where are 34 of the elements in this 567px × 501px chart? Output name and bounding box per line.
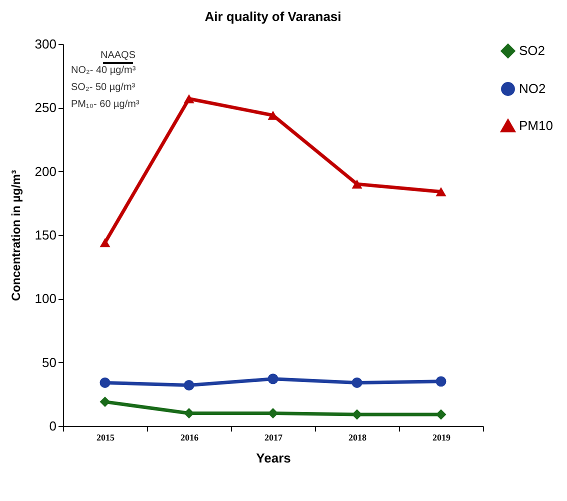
legend-label: NO2 [519, 81, 546, 96]
point [100, 238, 110, 248]
y-tick-label: 300 [34, 36, 56, 52]
point [352, 377, 362, 388]
y-tick-label: 150 [34, 228, 56, 242]
y-tick-label: 50 [42, 354, 56, 370]
annotation: SO₂- 50 µg/m³ [71, 82, 136, 93]
y-tick-label: 100 [34, 291, 56, 306]
y-tick-label: 250 [34, 100, 56, 116]
x-tick-label: 2019 [432, 432, 451, 442]
legend-label: PM10 [519, 118, 553, 133]
point [352, 180, 362, 189]
annotation: PM₁₀- 60 µg/m³ [71, 99, 140, 110]
point [352, 409, 362, 420]
annotation: NO₂- 40 µg/m³ [71, 65, 136, 76]
point [184, 94, 194, 104]
x-axis-title: Years [256, 450, 291, 466]
point [436, 376, 446, 387]
x-tick-label: 2017 [264, 432, 283, 442]
annotation: NAAQS [100, 50, 136, 61]
y-tick-label: 0 [49, 418, 56, 434]
y-tick-label: 200 [34, 164, 56, 179]
x-tick-label: 2016 [180, 432, 199, 442]
y-axis-title: Concentration in µg/m³ [8, 170, 23, 301]
point [268, 374, 278, 384]
point [436, 409, 446, 420]
point [100, 377, 110, 388]
x-tick-label: 2018 [348, 432, 367, 442]
legend-label: SO2 [519, 43, 546, 58]
point [184, 380, 194, 390]
chart-title: Air quality of Varanasi [204, 9, 342, 24]
point [100, 396, 110, 408]
point [436, 187, 446, 196]
x-tick-label: 2015 [96, 432, 115, 442]
